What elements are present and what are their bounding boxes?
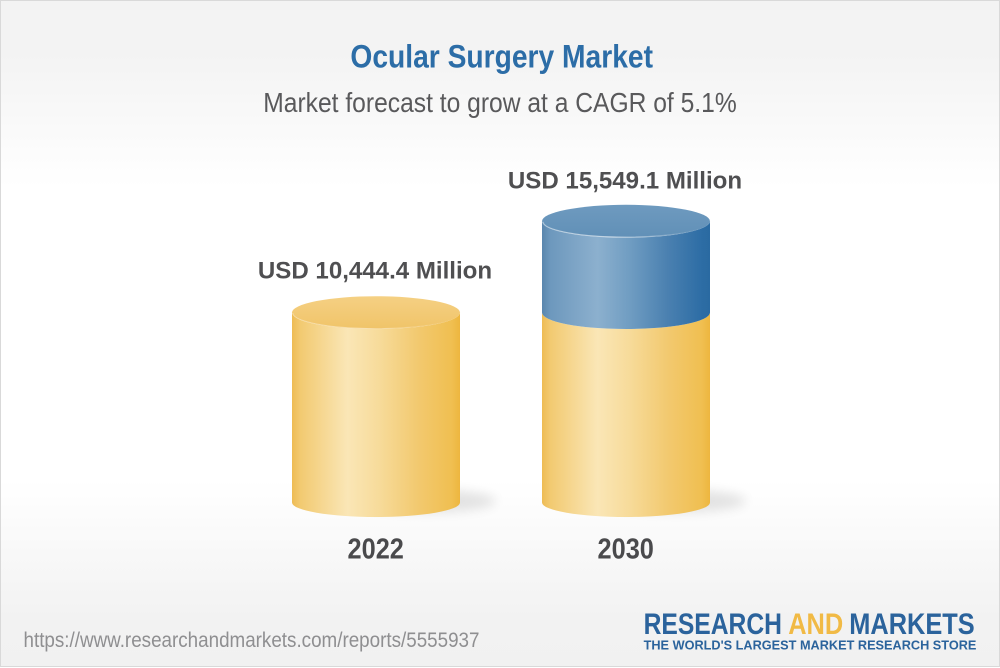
svg-text:MARKETS: MARKETS — [849, 608, 974, 641]
svg-text:2030: 2030 — [598, 533, 654, 565]
svg-text:AND: AND — [788, 608, 843, 641]
svg-text:2022: 2022 — [348, 533, 404, 565]
svg-text:THE WORLD'S LARGEST MARKET RES: THE WORLD'S LARGEST MARKET RESEARCH STOR… — [644, 638, 977, 653]
svg-text:Ocular Surgery Market: Ocular Surgery Market — [350, 39, 653, 75]
svg-text:RESEARCH: RESEARCH — [644, 608, 782, 641]
svg-text:USD 15,549.1 Million: USD 15,549.1 Million — [508, 168, 742, 195]
svg-text:USD 10,444.4 Million: USD 10,444.4 Million — [258, 258, 492, 285]
svg-text:https://www.researchandmarkets: https://www.researchandmarkets.com/repor… — [24, 629, 480, 652]
svg-text:Market forecast to grow at a C: Market forecast to grow at a CAGR of 5.1… — [263, 87, 737, 118]
